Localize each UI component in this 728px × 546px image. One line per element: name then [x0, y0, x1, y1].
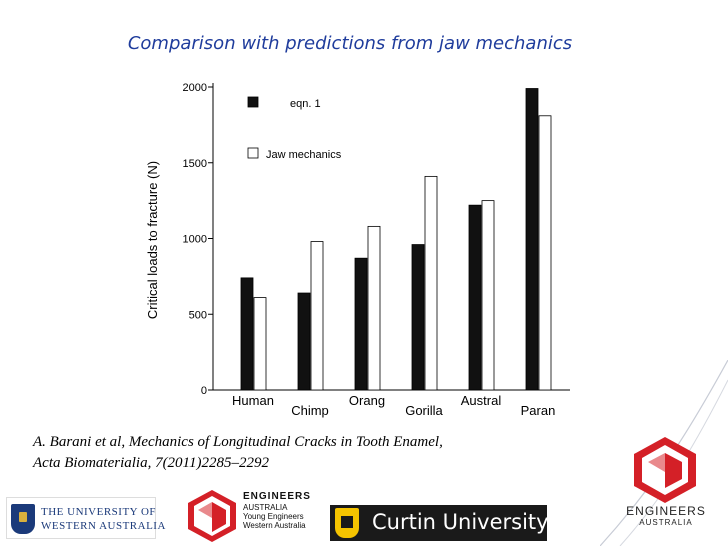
legend-label: eqn. 1 [290, 98, 321, 110]
citation-line-2: Acta Biomaterialia, 7(2011)2285–2292 [33, 455, 269, 471]
curtin-logo: Curtin University [330, 505, 549, 541]
uwa-logo: THE UNIVERSITY OF WESTERN AUSTRALIA [6, 497, 165, 539]
engineers-australia-hexagon-icon [188, 490, 236, 542]
y-tick-label: 1000 [183, 234, 207, 246]
uwa-crest-icon [11, 504, 35, 534]
bar-jaw-mechanics [253, 297, 267, 391]
legend-swatch [247, 147, 259, 159]
uwa-logo-line-2: WESTERN AUSTRALIA [41, 520, 166, 532]
y-tick-label: 2000 [183, 82, 207, 94]
legend-label: Jaw mechanics [266, 149, 342, 161]
slide-title: Comparison with predictions from jaw mec… [127, 33, 573, 54]
bar-eqn1 [525, 88, 539, 391]
x-category-label: Orang [349, 393, 385, 408]
bar-eqn1 [468, 204, 482, 391]
citation-line-1: A. Barani et al, Mechanics of Longitudin… [33, 434, 443, 450]
bar-eqn1 [411, 244, 425, 391]
bar-eqn1 [297, 292, 311, 391]
ea-small-line-3: Young Engineers [243, 512, 304, 521]
x-category-label: Gorilla [405, 403, 443, 418]
bar-jaw-mechanics [424, 175, 438, 391]
engineers-australia-large-hexagon-icon [634, 437, 696, 503]
x-category-label: Chimp [291, 403, 329, 418]
ea-large-line-1: ENGINEERS [626, 504, 706, 518]
x-category-label: Human [232, 393, 274, 408]
y-tick-label: 1500 [183, 158, 207, 170]
ea-small-line-1: ENGINEERS [243, 491, 311, 502]
bar-jaw-mechanics [310, 241, 324, 391]
citation: A. Barani et al, Mechanics of Longitudin… [33, 432, 443, 474]
legend-swatch [247, 96, 259, 108]
y-axis-label: Critical loads to fracture (N) [145, 161, 160, 319]
ea-large-line-2: AUSTRALIA [639, 518, 693, 527]
ea-small-line-4: Western Australia [243, 521, 306, 530]
x-category-label: Austral [461, 393, 502, 408]
x-category-label: Paran [521, 403, 556, 418]
bar-chart: 0 500 1000 1500 2000 Critical loads to fractu… [145, 82, 570, 418]
bar-jaw-mechanics [538, 115, 552, 391]
bar-jaw-mechanics [481, 200, 495, 391]
ea-small-line-2: AUSTRALIA [243, 503, 288, 512]
bar-eqn1 [354, 257, 368, 391]
y-tick-label: 500 [189, 309, 207, 321]
bar-jaw-mechanics [367, 225, 381, 391]
engineers-australia-logo-text: ENGINEERS AUSTRALIA [618, 504, 714, 527]
y-tick-label: 0 [201, 385, 207, 397]
curtin-shield-icon [335, 508, 359, 538]
uwa-logo-line-1: THE UNIVERSITY OF [41, 506, 157, 518]
young-engineers-logo-text: ENGINEERS AUSTRALIA Young Engineers West… [243, 491, 311, 530]
curtin-logo-name: Curtin University [372, 510, 549, 534]
bar-eqn1 [240, 277, 254, 391]
